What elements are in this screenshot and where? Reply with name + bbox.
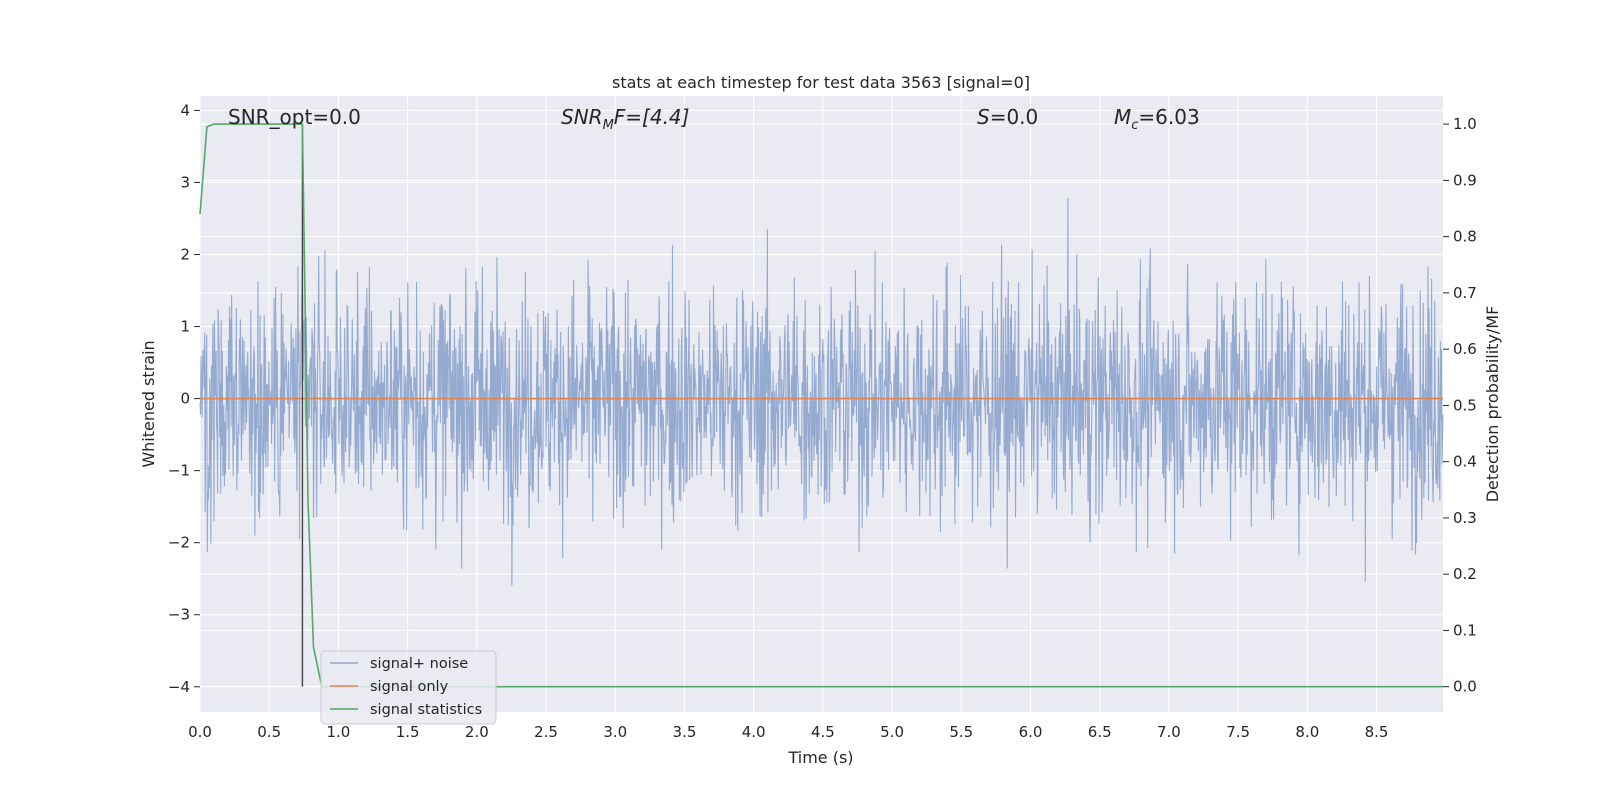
y-right-tick-label: 0.8 bbox=[1453, 228, 1477, 246]
x-tick-label: 5.0 bbox=[880, 723, 904, 741]
signal-statistics-series bbox=[199, 123, 1443, 688]
signal-noise-series bbox=[199, 198, 1444, 586]
y-right-tick-label: 0.5 bbox=[1453, 396, 1477, 414]
y-right-tick-label: 1.0 bbox=[1453, 115, 1477, 133]
x-tick-label: 8.5 bbox=[1365, 723, 1389, 741]
x-tick-label: 5.5 bbox=[949, 723, 973, 741]
signal-noise-line bbox=[199, 198, 1444, 586]
annotation-snr-opt: SNR_opt=0.0 bbox=[228, 105, 361, 129]
annotation-snr-mf: SNRMF=[4.4] bbox=[561, 105, 689, 133]
y-right-tick-label: 0.7 bbox=[1453, 284, 1477, 302]
x-tick-label: 8.0 bbox=[1295, 723, 1319, 741]
y-tick-label: −1 bbox=[168, 462, 190, 480]
x-tick-label: 6.5 bbox=[1088, 723, 1112, 741]
legend-box bbox=[320, 650, 497, 725]
y-tick-label: −2 bbox=[168, 534, 190, 552]
y-tick-label: −3 bbox=[168, 606, 190, 624]
mc-value: =6.03 bbox=[1138, 105, 1199, 129]
x-tick-label: 1.0 bbox=[326, 723, 350, 741]
x-tick-label: 3.0 bbox=[603, 723, 627, 741]
signal-statistics-line bbox=[199, 123, 1443, 688]
gridlines bbox=[199, 96, 1443, 712]
y-right-axis-label: Detection probability/MF bbox=[1483, 306, 1502, 503]
x-tick-label: 4.0 bbox=[742, 723, 766, 741]
snr-mf-base: SNR bbox=[561, 105, 603, 129]
legend-label-signal-noise: signal+ noise bbox=[370, 656, 468, 672]
x-tick-label: 0.0 bbox=[188, 723, 212, 741]
mc-subscript: c bbox=[1131, 118, 1138, 133]
y-right-tick-label: 0.2 bbox=[1453, 565, 1477, 583]
legend: signal+ noise signal only signal statist… bbox=[320, 650, 497, 725]
s-value: =0.0 bbox=[990, 105, 1039, 129]
s-label: S bbox=[977, 105, 990, 129]
y-tick-label: 0 bbox=[180, 390, 190, 408]
legend-label-signal-statistics: signal statistics bbox=[370, 702, 482, 718]
y-tick-labels: 4 3 2 1 0 −1 −2 −3 −4 bbox=[168, 101, 200, 696]
mc-base: M bbox=[1114, 105, 1131, 129]
x-tick-label: 7.0 bbox=[1157, 723, 1181, 741]
y-tick-label: 3 bbox=[180, 173, 190, 191]
y-right-tick-label: 0.9 bbox=[1453, 171, 1477, 189]
y-tick-label: 1 bbox=[180, 318, 190, 336]
annotation-mc: Mc=6.03 bbox=[1114, 105, 1200, 133]
legend-label-signal-only: signal only bbox=[370, 679, 449, 695]
y-tick-label: 2 bbox=[180, 246, 190, 264]
y-tick-label: −4 bbox=[168, 678, 190, 696]
x-tick-label: 3.5 bbox=[673, 723, 697, 741]
x-tick-label: 1.5 bbox=[396, 723, 420, 741]
x-tick-label: 0.5 bbox=[257, 723, 281, 741]
y-right-tick-label: 0.6 bbox=[1453, 340, 1477, 358]
x-tick-label: 2.0 bbox=[465, 723, 489, 741]
x-tick-label: 4.5 bbox=[811, 723, 835, 741]
snr-mf-subscript: M bbox=[603, 118, 614, 133]
x-axis-label: Time (s) bbox=[787, 748, 853, 767]
y-right-tick-label: 0.4 bbox=[1453, 453, 1477, 471]
snr-mf-rest: F=[4.4] bbox=[614, 105, 690, 129]
y-right-tick-labels: 1.0 0.9 0.8 0.7 0.6 0.5 0.4 0.3 0.2 0.1 0.0 bbox=[1443, 115, 1477, 696]
y-right-tick-label: 0.1 bbox=[1453, 621, 1477, 639]
y-right-tick-label: 0.3 bbox=[1453, 509, 1477, 527]
y-tick-label: 4 bbox=[180, 101, 190, 119]
y-right-tick-label: 0.0 bbox=[1453, 678, 1477, 696]
x-tick-label: 6.0 bbox=[1019, 723, 1043, 741]
x-tick-label: 7.5 bbox=[1226, 723, 1250, 741]
x-tick-labels: 0.0 0.5 1.0 1.5 2.0 2.5 3.0 3.5 4.0 4.5 5.0 5.5 6.0 6… bbox=[188, 723, 1388, 741]
x-tick-label: 2.5 bbox=[534, 723, 558, 741]
y-axis-label: Whitened strain bbox=[139, 340, 158, 467]
annotation-s: S=0.0 bbox=[977, 105, 1038, 129]
chart-title: stats at each timestep for test data 356… bbox=[612, 73, 1030, 92]
